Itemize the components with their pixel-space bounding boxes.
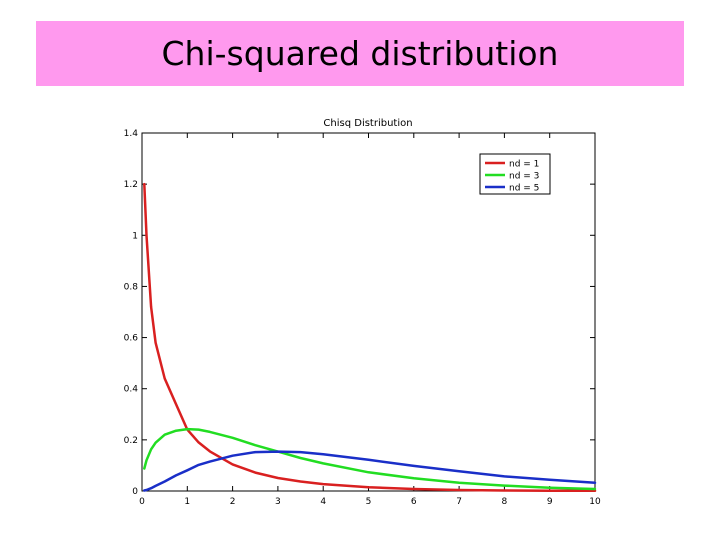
x-tick-label: 2 (230, 497, 236, 507)
x-tick-label: 0 (139, 497, 145, 507)
x-tick-label: 7 (456, 497, 462, 507)
y-tick-label: 0.8 (124, 282, 139, 292)
x-tick-label: 4 (320, 497, 326, 507)
legend-label: nd = 5 (509, 184, 539, 194)
y-tick-label: 1.2 (124, 180, 138, 190)
x-tick-label: 8 (502, 497, 508, 507)
series-line-2 (143, 427, 597, 491)
chart-title: Chisq Distribution (323, 118, 412, 129)
y-tick-label: 0 (132, 487, 138, 497)
y-tick-label: 0.2 (124, 436, 138, 446)
legend-label: nd = 1 (509, 160, 539, 170)
slide-title: Chi-squared distribution (161, 34, 559, 73)
x-tick-label: 9 (547, 497, 553, 507)
x-tick-label: 10 (589, 497, 601, 507)
series-line-1 (143, 182, 597, 492)
slide-title-banner: Chi-squared distribution (36, 21, 684, 86)
y-tick-label: 1 (132, 231, 138, 241)
x-tick-label: 6 (411, 497, 417, 507)
y-tick-label: 0.6 (124, 334, 139, 344)
y-tick-label: 1.4 (124, 129, 139, 139)
y-tick-label: 0.4 (124, 385, 139, 395)
x-tick-label: 5 (366, 497, 372, 507)
x-tick-label: 3 (275, 497, 281, 507)
legend: nd = 1 nd = 3 nd = 5 (479, 153, 551, 195)
x-tick-label: 1 (184, 497, 190, 507)
series-line-3 (143, 450, 597, 492)
legend-label: nd = 3 (509, 172, 539, 182)
